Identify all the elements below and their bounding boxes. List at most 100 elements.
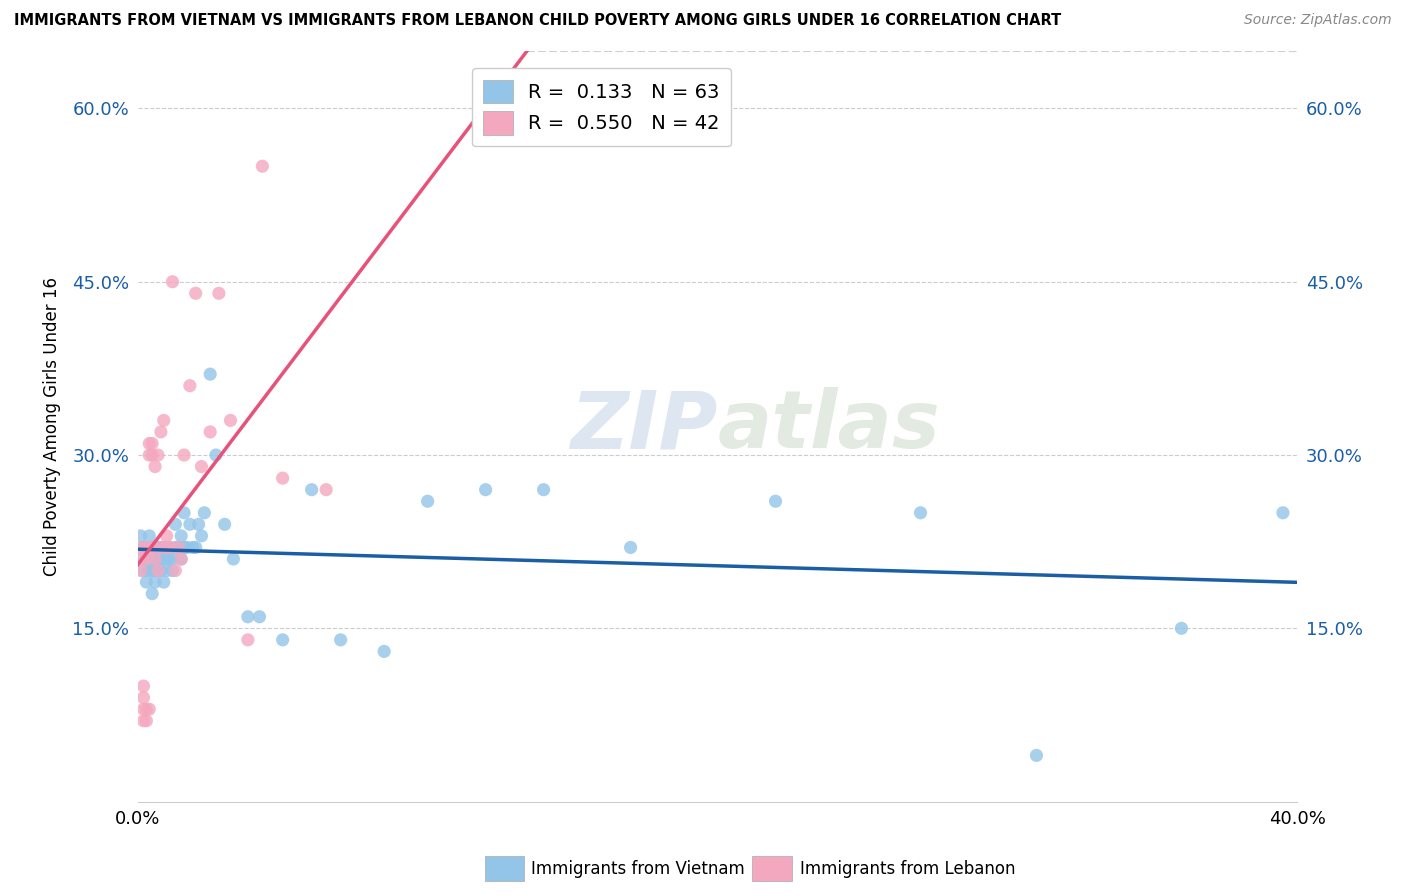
Text: IMMIGRANTS FROM VIETNAM VS IMMIGRANTS FROM LEBANON CHILD POVERTY AMONG GIRLS UND: IMMIGRANTS FROM VIETNAM VS IMMIGRANTS FR…	[14, 13, 1062, 29]
Point	[132, 702, 155, 716]
Point	[159, 541, 181, 555]
Point	[143, 459, 166, 474]
Point	[132, 541, 155, 555]
Point	[190, 459, 212, 474]
Point	[138, 702, 160, 716]
Point	[146, 541, 169, 555]
Point	[176, 541, 198, 555]
Text: Immigrants from Vietnam: Immigrants from Vietnam	[531, 860, 745, 878]
Point	[141, 448, 163, 462]
Point	[236, 632, 259, 647]
Point	[135, 552, 157, 566]
Point	[198, 425, 221, 439]
Point	[271, 471, 294, 485]
Point	[184, 286, 207, 301]
Point	[222, 552, 245, 566]
Point	[149, 552, 172, 566]
Point	[474, 483, 496, 497]
Point	[165, 541, 187, 555]
Point	[416, 494, 439, 508]
Point	[208, 286, 231, 301]
Point	[170, 552, 193, 566]
Y-axis label: Child Poverty Among Girls Under 16: Child Poverty Among Girls Under 16	[44, 277, 60, 575]
Point	[146, 564, 169, 578]
Point	[173, 448, 195, 462]
Point	[184, 541, 207, 555]
Point	[159, 552, 181, 566]
Point	[135, 575, 157, 590]
Point	[149, 541, 172, 555]
Point	[173, 506, 195, 520]
Text: atlas: atlas	[717, 387, 941, 465]
Point	[132, 690, 155, 705]
Point	[315, 483, 337, 497]
Point	[135, 714, 157, 728]
Point	[132, 714, 155, 728]
Point	[173, 541, 195, 555]
Point	[143, 552, 166, 566]
Point	[156, 552, 179, 566]
Point	[162, 275, 184, 289]
Point	[149, 425, 172, 439]
Point	[129, 564, 152, 578]
Point	[138, 529, 160, 543]
Point	[249, 609, 271, 624]
Point	[156, 529, 179, 543]
Text: ZIP: ZIP	[571, 387, 717, 465]
Point	[129, 541, 152, 555]
Point	[129, 529, 152, 543]
Point	[190, 529, 212, 543]
Point	[179, 517, 201, 532]
Point	[138, 448, 160, 462]
Point	[619, 541, 641, 555]
Point	[156, 564, 179, 578]
Point	[141, 587, 163, 601]
Point	[135, 541, 157, 555]
Point	[132, 564, 155, 578]
Point	[165, 564, 187, 578]
Legend: R =  0.133   N = 63, R =  0.550   N = 42: R = 0.133 N = 63, R = 0.550 N = 42	[472, 68, 731, 146]
Point	[135, 702, 157, 716]
Point	[167, 541, 190, 555]
Point	[135, 552, 157, 566]
Point	[373, 644, 395, 658]
Point	[138, 436, 160, 450]
Point	[765, 494, 787, 508]
Point	[236, 609, 259, 624]
Point	[198, 367, 221, 381]
Point	[170, 552, 193, 566]
Point	[1271, 506, 1294, 520]
Point	[162, 552, 184, 566]
Point	[152, 541, 174, 555]
Point	[141, 541, 163, 555]
Point	[129, 552, 152, 566]
Point	[162, 564, 184, 578]
Point	[252, 159, 274, 173]
Point	[165, 517, 187, 532]
Point	[214, 517, 236, 532]
Point	[156, 541, 179, 555]
Point	[159, 541, 181, 555]
Point	[143, 552, 166, 566]
Point	[181, 541, 204, 555]
Point	[219, 413, 242, 427]
Point	[141, 436, 163, 450]
Point	[143, 575, 166, 590]
Point	[179, 378, 201, 392]
Point	[146, 564, 169, 578]
Point	[910, 506, 932, 520]
Point	[170, 529, 193, 543]
Point	[143, 564, 166, 578]
Point	[146, 552, 169, 566]
Point	[146, 448, 169, 462]
Point	[135, 541, 157, 555]
Point	[132, 679, 155, 693]
Text: Source: ZipAtlas.com: Source: ZipAtlas.com	[1244, 13, 1392, 28]
Point	[149, 564, 172, 578]
Point	[156, 541, 179, 555]
Point	[141, 564, 163, 578]
Point	[152, 413, 174, 427]
Point	[129, 552, 152, 566]
Point	[271, 632, 294, 647]
Text: Immigrants from Lebanon: Immigrants from Lebanon	[800, 860, 1015, 878]
